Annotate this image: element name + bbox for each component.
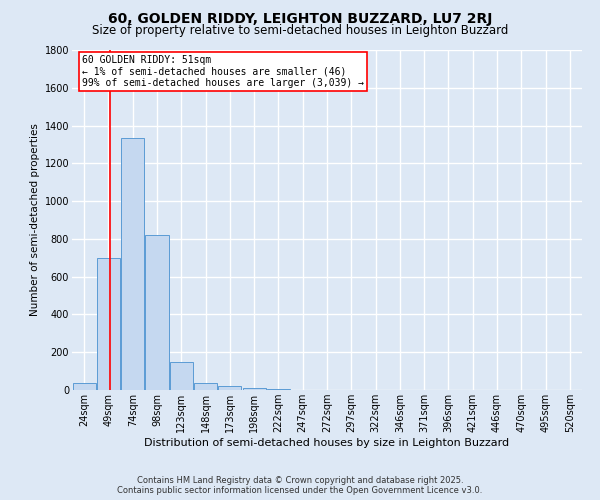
Bar [73, 384, 95, 390]
Text: Size of property relative to semi-detached houses in Leighton Buzzard: Size of property relative to semi-detach… [92, 24, 508, 37]
Bar [121, 138, 144, 390]
Bar [194, 384, 217, 390]
Text: 60, GOLDEN RIDDY, LEIGHTON BUZZARD, LU7 2RJ: 60, GOLDEN RIDDY, LEIGHTON BUZZARD, LU7 … [108, 12, 492, 26]
X-axis label: Distribution of semi-detached houses by size in Leighton Buzzard: Distribution of semi-detached houses by … [145, 438, 509, 448]
Bar [97, 258, 120, 390]
Bar [267, 389, 290, 390]
Text: 60 GOLDEN RIDDY: 51sqm
← 1% of semi-detached houses are smaller (46)
99% of semi: 60 GOLDEN RIDDY: 51sqm ← 1% of semi-deta… [82, 55, 364, 88]
Y-axis label: Number of semi-detached properties: Number of semi-detached properties [31, 124, 40, 316]
Bar [145, 235, 169, 390]
Bar [218, 386, 241, 390]
Bar [242, 388, 266, 390]
Bar [170, 362, 193, 390]
Text: Contains HM Land Registry data © Crown copyright and database right 2025.
Contai: Contains HM Land Registry data © Crown c… [118, 476, 482, 495]
